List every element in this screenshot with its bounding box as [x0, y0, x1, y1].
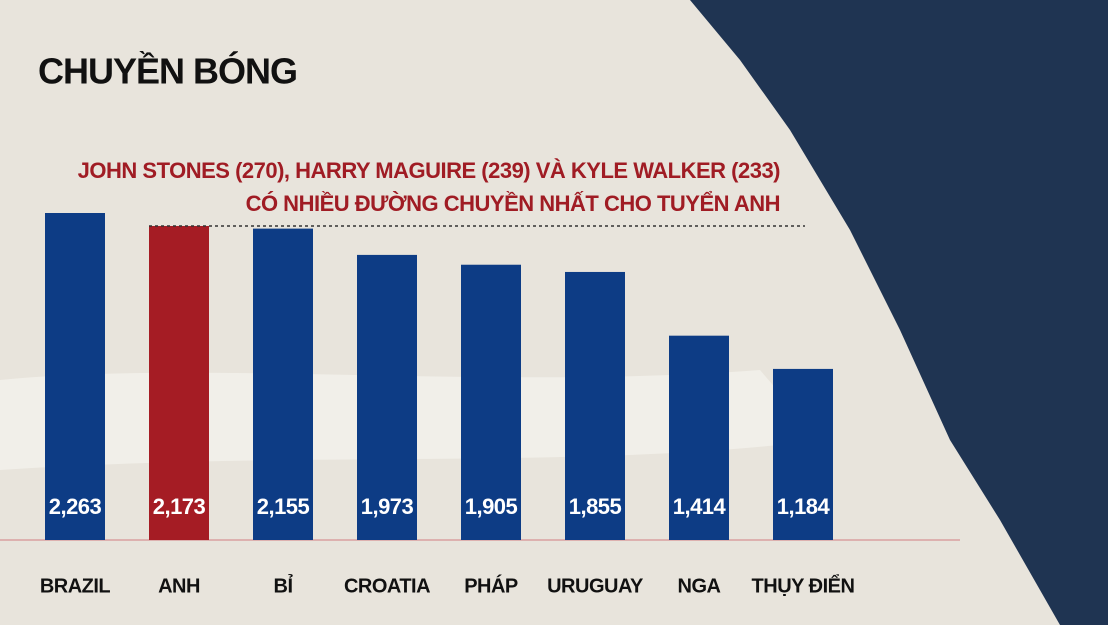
value-label: 2,263	[49, 494, 102, 519]
value-label: 1,184	[777, 494, 831, 519]
annotation: JOHN STONES (270), HARRY MAGUIRE (239) V…	[78, 158, 781, 183]
dark-shape	[690, 0, 1108, 625]
value-label: 1,905	[465, 494, 518, 519]
bar	[565, 271, 625, 540]
value-label: 2,155	[257, 494, 310, 519]
x-tick-label: PHÁP	[464, 574, 518, 597]
chart-title: CHUYỀN BÓNG	[38, 50, 297, 92]
x-tick-label: URUGUAY	[547, 575, 644, 597]
x-tick-label: BỈ	[274, 574, 294, 597]
value-label: 1,414	[673, 494, 727, 519]
value-label: 2,173	[153, 494, 206, 519]
x-tick-label: CROATIA	[344, 575, 430, 597]
bar	[149, 226, 209, 540]
bar	[357, 254, 417, 541]
value-label: 1,973	[361, 494, 414, 519]
bar	[669, 335, 729, 540]
x-tick-label: THỤY ĐIỂN	[752, 574, 855, 597]
x-tick-label: BRAZIL	[40, 575, 111, 597]
value-label: 1,855	[569, 494, 622, 519]
x-tick-label: ANH	[158, 575, 200, 597]
bar	[461, 264, 521, 540]
x-tick-label: NGA	[678, 575, 721, 597]
bar	[253, 228, 313, 540]
annotation: CÓ NHIỀU ĐƯỜNG CHUYỀN NHẤT CHO TUYỂN ANH	[246, 191, 780, 216]
bar	[773, 368, 833, 540]
bar	[45, 213, 105, 540]
